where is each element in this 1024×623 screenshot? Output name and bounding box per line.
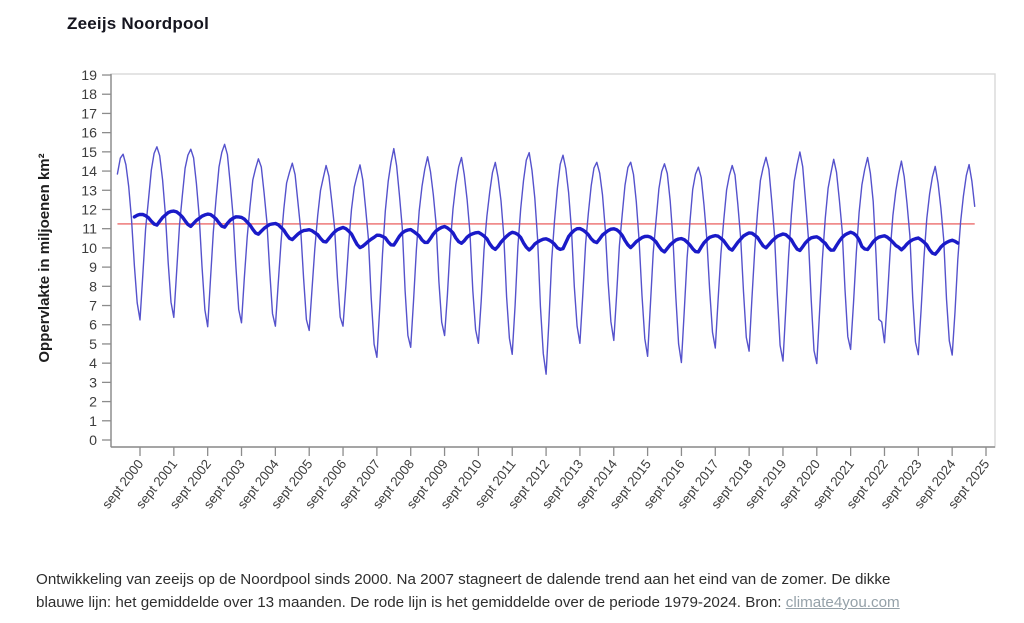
y-tick-label: 14 <box>81 164 97 180</box>
y-tick-label: 8 <box>89 279 97 295</box>
y-tick-label: 2 <box>89 395 97 411</box>
y-tick-label: 16 <box>81 126 97 142</box>
y-tick-label: 3 <box>89 375 97 391</box>
y-tick-label: 19 <box>81 68 97 84</box>
y-tick-label: 4 <box>89 356 97 372</box>
y-tick-label: 1 <box>89 414 97 430</box>
chart-caption: Ontwikkeling van zeeijs op de Noordpool … <box>36 569 1012 614</box>
y-tick-label: 6 <box>89 318 97 334</box>
caption-line-2-text: blauwe lijn: het gemiddelde over 13 maan… <box>36 593 786 611</box>
y-tick-label: 9 <box>89 260 97 276</box>
caption-line-2: blauwe lijn: het gemiddelde over 13 maan… <box>36 592 1012 615</box>
y-tick-label: 15 <box>81 145 97 161</box>
monthly-series-line <box>116 143 976 375</box>
y-tick-label: 0 <box>89 433 97 449</box>
chart-canvas: 012345678910111213141516171819Oppervlakt… <box>36 68 996 512</box>
y-tick-label: 11 <box>82 222 97 238</box>
page-title: Zeeijs Noordpool <box>67 14 210 33</box>
y-tick-label: 5 <box>89 337 97 353</box>
plot-frame <box>110 73 996 448</box>
y-tick-label: 18 <box>81 87 97 103</box>
running-mean-line <box>132 209 960 256</box>
y-tick-label: 10 <box>81 241 97 257</box>
y-tick-label: 13 <box>81 183 97 199</box>
source-link[interactable]: climate4you.com <box>785 593 900 611</box>
y-tick-label: 17 <box>81 106 97 122</box>
y-tick-label: 7 <box>89 299 97 315</box>
caption-line-1: Ontwikkeling van zeeijs op de Noordpool … <box>36 571 891 588</box>
y-tick-label: 12 <box>81 202 97 218</box>
y-axis-title: Oppervlakte in miljoenen km² <box>36 153 53 362</box>
